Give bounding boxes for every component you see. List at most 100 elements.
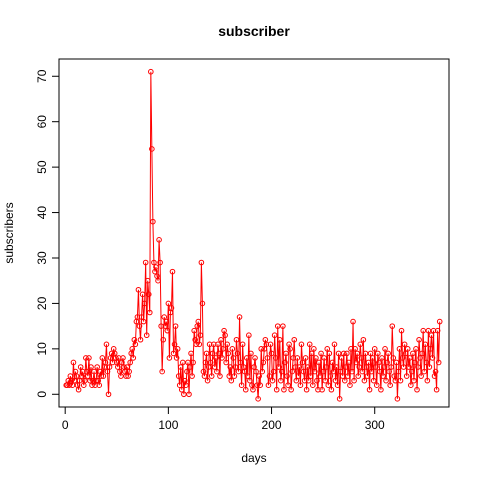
data-point: [153, 264, 159, 270]
data-point: [343, 364, 349, 370]
data-point: [334, 382, 341, 388]
data-point: [102, 359, 109, 366]
data-point: [365, 359, 372, 366]
data-point: [346, 359, 352, 366]
data-point: [433, 386, 440, 393]
data-point: [429, 355, 436, 361]
data-point: [256, 373, 262, 379]
data-point: [83, 355, 89, 361]
data-point: [202, 359, 209, 366]
data-point: [422, 341, 429, 348]
data-point: [234, 350, 241, 357]
data-point: [130, 355, 137, 361]
data-point: [303, 386, 310, 393]
data-point: [257, 382, 263, 388]
data-point: [269, 377, 276, 384]
data-point: [331, 341, 338, 348]
data-point: [124, 364, 130, 370]
data-point: [279, 368, 285, 375]
data-point: [428, 332, 435, 339]
data-point: [392, 377, 399, 384]
data-point: [213, 355, 219, 361]
data-point: [265, 382, 272, 388]
data-point: [188, 350, 194, 357]
data-point: [259, 368, 266, 375]
data-point: [103, 341, 110, 348]
data-point: [403, 373, 410, 379]
data-point: [169, 268, 176, 275]
data-point: [155, 277, 161, 284]
data-point: [435, 359, 442, 366]
data-point: [401, 341, 408, 348]
data-point: [353, 359, 359, 366]
data-point: [166, 355, 173, 361]
data-point: [267, 341, 274, 348]
data-point: [205, 364, 212, 370]
data-point: [187, 364, 193, 370]
data-point: [398, 327, 405, 334]
data-point: [207, 359, 214, 366]
data-point: [314, 377, 320, 384]
data-point: [410, 350, 416, 357]
data-point: [322, 377, 328, 384]
data-point: [325, 382, 332, 388]
data-point: [93, 377, 99, 384]
data-point: [143, 332, 150, 339]
data-point: [399, 355, 406, 361]
data-point: [424, 377, 431, 384]
data-point: [397, 377, 404, 384]
data-point: [108, 350, 115, 357]
data-point: [168, 305, 175, 311]
data-point: [349, 368, 355, 375]
data-point: [215, 341, 221, 348]
data-point: [171, 341, 178, 348]
data-point: [384, 359, 390, 366]
data-point: [333, 364, 340, 370]
data-point: [434, 327, 441, 334]
data-point: [304, 364, 311, 370]
data-point: [283, 350, 289, 357]
data-point: [242, 386, 249, 393]
data-point: [402, 350, 409, 357]
data-point: [370, 377, 377, 384]
data-point: [75, 386, 82, 393]
data-point: [300, 368, 307, 375]
data-point: [386, 368, 392, 375]
data-point: [223, 359, 229, 366]
data-point: [228, 377, 235, 384]
data-point: [204, 377, 211, 384]
data-point: [413, 346, 419, 352]
data-point: [160, 336, 167, 343]
data-point: [137, 336, 144, 343]
data-point: [105, 391, 112, 398]
data-point: [219, 355, 225, 361]
data-point: [181, 391, 187, 398]
data-point: [395, 368, 402, 375]
data-point: [245, 373, 251, 379]
data-point: [176, 382, 183, 388]
data-point: [387, 382, 393, 388]
data-point: [217, 373, 223, 379]
data-point: [294, 355, 301, 361]
data-point: [198, 259, 205, 266]
data-point: [406, 355, 413, 361]
data-point: [316, 359, 322, 366]
data-point: [418, 373, 424, 379]
data-point: [222, 332, 228, 339]
data-point: [302, 355, 309, 361]
data-point: [253, 368, 259, 375]
data-point: [278, 377, 284, 384]
data-point: [123, 373, 129, 379]
data-point: [357, 341, 364, 348]
data-point: [312, 368, 318, 375]
data-point: [255, 396, 261, 402]
data-point: [281, 386, 287, 393]
data-point: [354, 350, 360, 357]
data-point: [159, 368, 165, 375]
data-point: [340, 350, 347, 357]
y-tick-label: 10: [35, 342, 49, 356]
data-point: [173, 355, 180, 361]
data-point: [227, 364, 234, 370]
data-point: [362, 350, 369, 357]
